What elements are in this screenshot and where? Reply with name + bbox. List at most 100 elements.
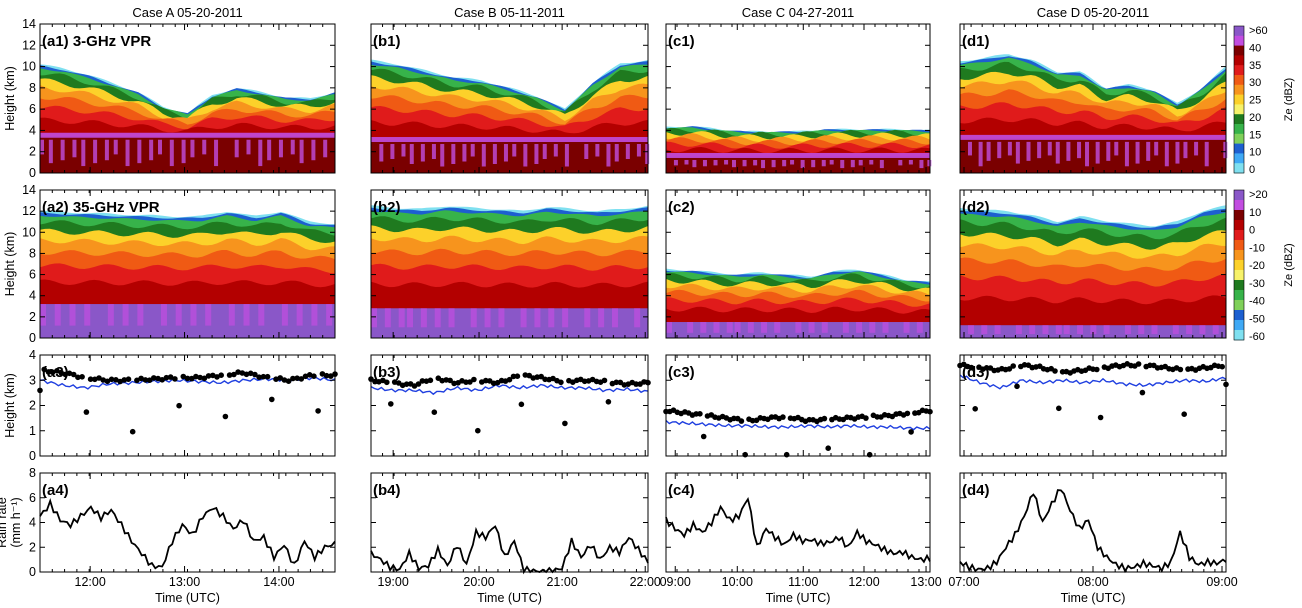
panel-frame: [370, 354, 649, 457]
rain-streak: [978, 141, 983, 167]
colorbar-swatch: [1234, 330, 1244, 341]
echo-band: [40, 117, 335, 136]
panel-frame: [370, 472, 649, 573]
panel-1-3: (d2): [959, 189, 1227, 339]
panel-label: (a2) 35-GHz VPR: [42, 199, 160, 216]
data-point: [79, 374, 85, 380]
rain-streak: [742, 159, 747, 167]
data-point: [210, 372, 216, 379]
rain-streak: [726, 322, 733, 333]
rain-streak: [1183, 141, 1188, 159]
rain-streak: [202, 139, 207, 155]
echo-band: [371, 119, 648, 140]
x-tick-label: 13:00: [169, 575, 200, 589]
rain-streak: [1138, 325, 1145, 335]
data-point: [738, 418, 745, 424]
rain-streak: [137, 139, 142, 164]
data-point: [54, 368, 60, 374]
colorbar-tick-label: 30: [1249, 77, 1261, 89]
y-tick-label: 2: [29, 399, 36, 413]
data-point: [697, 411, 703, 417]
panel-label: (c1): [668, 33, 695, 50]
rain-streak: [732, 159, 736, 168]
colorbar-label: Ze (dBZ): [1283, 78, 1295, 121]
rain-streak: [258, 304, 265, 326]
rain-streak: [1007, 141, 1012, 156]
rain-streak: [1095, 141, 1100, 164]
rain-streak: [125, 139, 130, 167]
x-tick-label: 09:00: [660, 575, 691, 589]
data-point: [277, 375, 284, 381]
bright-band: [371, 137, 648, 143]
rain-streak: [84, 304, 91, 326]
data-point: [431, 409, 438, 416]
rain-streak: [1085, 141, 1090, 167]
data-point: [235, 369, 241, 375]
panel-2-3: (d3): [957, 354, 1229, 457]
x-axis-label: Time (UTC): [477, 591, 542, 605]
rain-streak: [927, 159, 932, 167]
y-tick-label: 6: [29, 268, 36, 282]
panel-label: (a4): [42, 482, 69, 499]
data-point: [226, 372, 233, 378]
data-point: [311, 373, 317, 380]
rain-streak: [666, 322, 672, 333]
data-point: [863, 415, 869, 421]
rain-streak: [1029, 325, 1036, 335]
x-tick-label: 08:00: [1077, 575, 1108, 589]
data-point: [562, 420, 568, 427]
colorbar-tick-label: -30: [1249, 278, 1265, 290]
panel-0-0: 0 2 4 6 8 10 12 14 (a1) 3-GHz VPR: [22, 17, 336, 180]
rain-streak: [451, 144, 456, 165]
data-point: [904, 410, 911, 417]
data-point: [968, 364, 975, 371]
colorbar-tick-label: 10: [1249, 207, 1261, 219]
y-tick-label: 4: [29, 348, 36, 362]
rain-streak: [214, 139, 219, 167]
rain-streak: [481, 144, 486, 167]
data-point: [825, 445, 831, 452]
colorbar-swatch: [1234, 250, 1244, 261]
panel-label: (b3): [373, 364, 401, 381]
data-point: [205, 373, 212, 379]
rain-streak: [520, 308, 527, 328]
colorbar-swatch: [1234, 270, 1244, 281]
y-tick-label: 8: [29, 81, 36, 95]
panel-label: (a3): [42, 364, 69, 381]
column-title: Case D 05-20-2011: [1037, 5, 1150, 20]
y-tick-label: 4: [29, 516, 36, 530]
panel-0-1: (b1): [370, 23, 650, 174]
rain-streak: [595, 144, 600, 157]
rain-streak: [858, 159, 863, 166]
data-point: [475, 427, 481, 434]
rain-streak: [542, 144, 547, 160]
rain-streak: [598, 308, 605, 328]
y-tick-label: 10: [22, 225, 36, 239]
rain-streak: [1186, 325, 1193, 335]
colorbar-swatch: [1234, 26, 1244, 37]
y-tick-label: 3: [29, 373, 36, 387]
rain-streak: [379, 144, 384, 162]
data-point: [146, 377, 153, 384]
data-point: [138, 375, 144, 382]
rain-streak: [470, 308, 477, 328]
rain-streak: [564, 144, 569, 167]
rain-streak: [713, 159, 718, 166]
colorbar-tick-label: 0: [1249, 225, 1255, 237]
rain-streak: [81, 139, 86, 167]
data-point: [471, 376, 477, 383]
rain-streak: [48, 139, 53, 164]
panel-label: (d1): [962, 33, 990, 50]
rain-streak: [534, 308, 541, 328]
column-title: Case C 04-27-2011: [742, 5, 855, 20]
colorbar-frame: [1233, 189, 1245, 341]
data-point: [222, 413, 229, 420]
rain-streak: [290, 139, 295, 155]
rain-streak: [72, 139, 77, 158]
data-point: [1094, 366, 1100, 373]
rain-streak: [69, 304, 76, 326]
rain-streak: [1164, 141, 1169, 167]
bright-band: [40, 132, 335, 138]
y-tick-label: 8: [29, 466, 36, 480]
